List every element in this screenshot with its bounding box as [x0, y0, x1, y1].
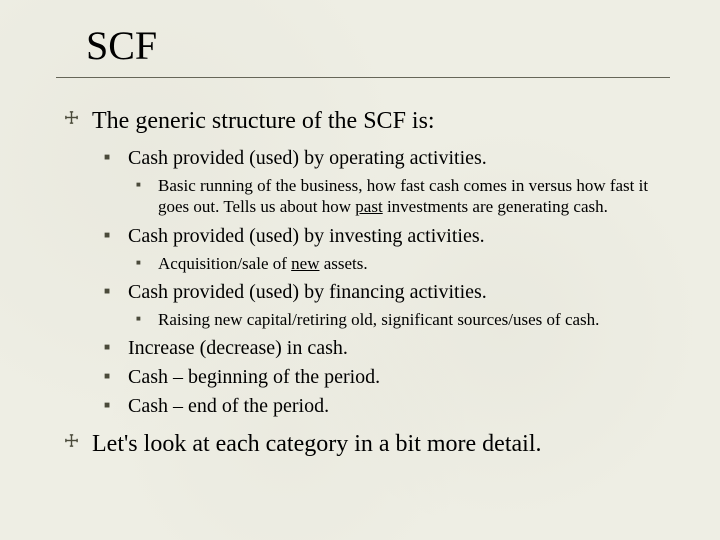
- square-bullet-icon: ■: [104, 342, 128, 355]
- square-bullet-icon: ■: [104, 230, 128, 243]
- bullet-lvl3: ■ Basic running of the business, how fas…: [136, 175, 670, 218]
- bullet-lvl3: ■ Acquisition/sale of new assets.: [136, 253, 670, 274]
- underlined-text: new: [291, 254, 319, 273]
- square-bullet-icon: ■: [136, 258, 158, 268]
- cross-bullet-icon: [64, 110, 92, 125]
- lvl3-text: Raising new capital/retiring old, signif…: [158, 309, 670, 330]
- lvl3-text-part: assets.: [319, 254, 367, 273]
- bullet-lvl2: ■ Cash provided (used) by operating acti…: [104, 146, 670, 171]
- lvl2-text: Increase (decrease) in cash.: [128, 336, 670, 361]
- lvl1-text: The generic structure of the SCF is:: [92, 106, 670, 136]
- lvl3-text-part: investments are generating cash.: [383, 197, 608, 216]
- bullet-lvl2: ■ Cash – beginning of the period.: [104, 365, 670, 390]
- square-bullet-icon: ■: [104, 152, 128, 165]
- bullet-lvl2: ■ Cash provided (used) by financing acti…: [104, 280, 670, 305]
- bullet-lvl2: ■ Cash – end of the period.: [104, 394, 670, 419]
- slide-body: The generic structure of the SCF is: ■ C…: [56, 106, 670, 459]
- underlined-text: past: [355, 197, 382, 216]
- square-bullet-icon: ■: [136, 180, 158, 190]
- cross-bullet-icon: [64, 433, 92, 448]
- square-bullet-icon: ■: [104, 286, 128, 299]
- lvl3-group: ■ Basic running of the business, how fas…: [104, 175, 670, 218]
- square-bullet-icon: ■: [136, 314, 158, 324]
- title-rule: [56, 77, 670, 78]
- lvl1-text: Let's look at each category in a bit mor…: [92, 429, 670, 459]
- bullet-lvl2: ■ Increase (decrease) in cash.: [104, 336, 670, 361]
- bullet-lvl3: ■ Raising new capital/retiring old, sign…: [136, 309, 670, 330]
- lvl2-text: Cash provided (used) by operating activi…: [128, 146, 670, 171]
- square-bullet-icon: ■: [104, 371, 128, 384]
- lvl2-text: Cash – beginning of the period.: [128, 365, 670, 390]
- bullet-lvl2: ■ Cash provided (used) by investing acti…: [104, 224, 670, 249]
- lvl3-text-part: Acquisition/sale of: [158, 254, 291, 273]
- lvl3-text: Acquisition/sale of new assets.: [158, 253, 670, 274]
- lvl2-text: Cash – end of the period.: [128, 394, 670, 419]
- lvl2-text: Cash provided (used) by investing activi…: [128, 224, 670, 249]
- bullet-lvl1: The generic structure of the SCF is:: [64, 106, 670, 136]
- lvl3-text: Basic running of the business, how fast …: [158, 175, 670, 218]
- lvl2-text: Cash provided (used) by financing activi…: [128, 280, 670, 305]
- lvl3-group: ■ Acquisition/sale of new assets.: [104, 253, 670, 274]
- slide-title: SCF: [86, 22, 670, 69]
- lvl3-group: ■ Raising new capital/retiring old, sign…: [104, 309, 670, 330]
- lvl2-group: ■ Cash provided (used) by operating acti…: [64, 146, 670, 419]
- slide: SCF The generic structure of the SCF is:…: [0, 0, 720, 540]
- bullet-lvl1: Let's look at each category in a bit mor…: [64, 429, 670, 459]
- square-bullet-icon: ■: [104, 400, 128, 413]
